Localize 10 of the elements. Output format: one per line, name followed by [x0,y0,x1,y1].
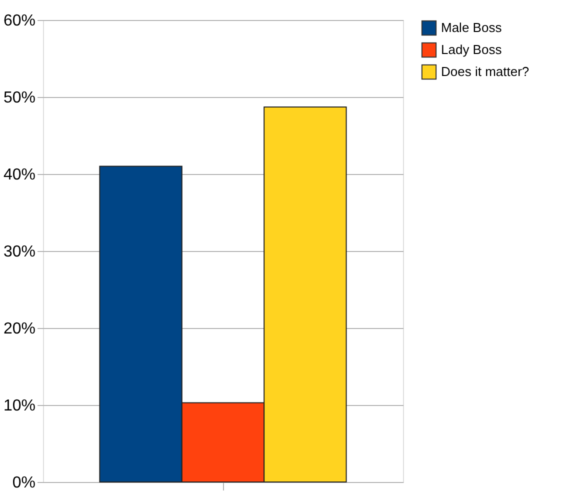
y-tick-label: 50% [3,90,36,106]
y-tick-label: 10% [3,398,36,414]
legend-label: Male Boss [441,20,502,35]
y-tick-label: 20% [3,320,36,338]
y-tick-label: 60% [3,12,36,30]
legend-label: Lady Boss [441,42,502,57]
y-tick-label: 0% [12,474,36,492]
legend-label: Does it matter? [441,64,530,79]
y-tick-label: 40% [3,166,36,184]
y-tick-label: 30% [3,244,36,260]
